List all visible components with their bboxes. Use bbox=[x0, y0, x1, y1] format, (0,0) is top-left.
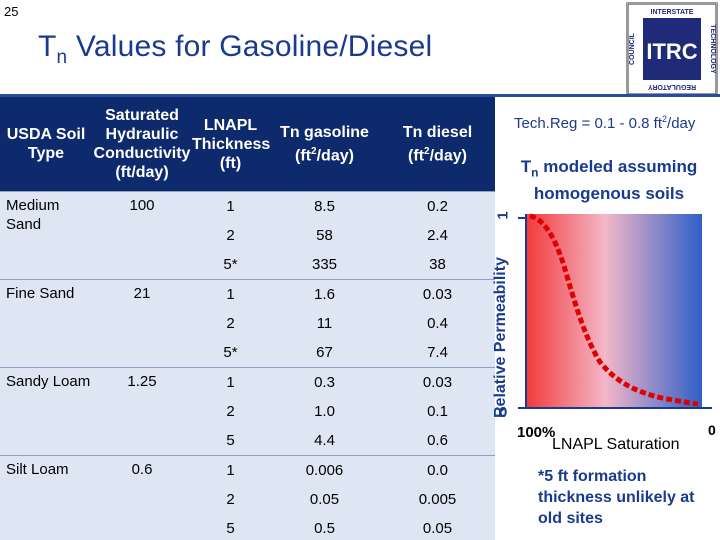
soil-type-cell: Silt Loam bbox=[0, 455, 92, 540]
table-row: Medium Sand 100 1 8.5 0.2 bbox=[0, 191, 495, 280]
tn-gasoline-cell: 1.6 bbox=[269, 279, 380, 309]
header-soil-type: USDA Soil Type bbox=[0, 97, 92, 192]
thickness-cell: 5* bbox=[223, 344, 238, 361]
conductivity-cell: 1.25 bbox=[92, 367, 192, 456]
conductivity-cell: 100 bbox=[92, 191, 192, 280]
relative-permeability-curve bbox=[529, 213, 699, 407]
thickness-cell: 1 bbox=[192, 455, 269, 485]
tn-gasoline-cell: 0.006 bbox=[269, 455, 380, 485]
page-title: Tn Values for Gasoline/Diesel bbox=[38, 30, 433, 68]
slide-number: 25 bbox=[4, 4, 19, 19]
tn-diesel-cell: 2.4 bbox=[427, 227, 448, 244]
svg-text:TECHNOLOGY: TECHNOLOGY bbox=[709, 24, 716, 74]
tn-gasoline-cell: 58 bbox=[316, 227, 333, 244]
tn-gasoline-cell: 335 bbox=[311, 256, 338, 273]
thickness-cell: 2 bbox=[226, 315, 235, 332]
soil-type-cell: Medium Sand bbox=[0, 191, 92, 280]
table-row: Sandy Loam 1.25 1 0.3 0.03 bbox=[0, 367, 495, 456]
relative-permeability-diagram bbox=[518, 213, 712, 409]
thickness-cell: 5 bbox=[226, 520, 235, 537]
tn-gasoline-cell: 0.05 bbox=[309, 491, 340, 508]
conductivity-cell: 21 bbox=[92, 279, 192, 368]
tn-diesel-cell: 0.03 bbox=[380, 367, 495, 397]
header-thickness: LNAPL Thickness (ft) bbox=[192, 97, 270, 192]
thickness-cell: 2 bbox=[226, 403, 235, 420]
tn-diesel-cell: 0.1 bbox=[427, 403, 448, 420]
x-axis-right-label: 0 bbox=[708, 422, 716, 438]
tn-diesel-cell: 38 bbox=[429, 256, 446, 273]
tn-diesel-cell: 0.4 bbox=[427, 315, 448, 332]
svg-text:REGULATORY: REGULATORY bbox=[648, 83, 696, 90]
svg-text:COUNCIL: COUNCIL bbox=[629, 32, 636, 65]
table-row: Fine Sand 21 1 1.6 0.03 bbox=[0, 279, 495, 368]
tn-gasoline-cell: 0.3 bbox=[269, 367, 380, 397]
saturation-gradient-area bbox=[526, 214, 702, 408]
table-row: 2 0.05 0.005 bbox=[0, 485, 495, 514]
svg-text:INTERSTATE: INTERSTATE bbox=[651, 9, 694, 16]
soil-type-cell: Sandy Loam bbox=[0, 367, 92, 456]
conductivity-cell: 0.6 bbox=[92, 455, 192, 540]
table-row: 5 4.4 0.6 bbox=[0, 426, 495, 456]
soil-type-cell: Fine Sand bbox=[0, 279, 92, 368]
thickness-cell: 2 bbox=[226, 227, 235, 244]
y-axis-max-label: 1 bbox=[494, 211, 512, 220]
tn-gasoline-cell: 8.5 bbox=[269, 191, 380, 221]
thickness-cell: 5 bbox=[226, 432, 235, 449]
tn-diesel-cell: 0.6 bbox=[427, 432, 448, 449]
table-header-row: USDA Soil Type Saturated Hydraulic Condu… bbox=[0, 97, 495, 192]
x-axis-label: LNAPL Saturation bbox=[552, 436, 680, 453]
y-axis-label: Relative Permeability bbox=[492, 257, 509, 418]
tn-diesel-cell: 0.005 bbox=[418, 491, 457, 508]
footnote: *5 ft formation thickness unlikely at ol… bbox=[538, 468, 695, 527]
table-row: 5* 335 38 bbox=[0, 250, 495, 280]
table-row: 2 11 0.4 bbox=[0, 309, 495, 338]
itrc-logo: ITRC INTERSTATE REGULATORY TECHNOLOGY CO… bbox=[626, 2, 718, 96]
x-axis-left-label: 100% bbox=[517, 424, 556, 441]
header-conductivity: Saturated Hydraulic Conductivity (ft/day… bbox=[92, 97, 192, 192]
tn-gasoline-cell: 0.5 bbox=[314, 520, 335, 537]
thickness-cell: 5* bbox=[223, 256, 238, 273]
header-tn-diesel: Tn diesel (ft2/day) bbox=[380, 97, 495, 192]
thickness-cell: 1 bbox=[192, 279, 269, 309]
header-tn-gasoline: Tn gasoline (ft2/day) bbox=[269, 97, 380, 192]
tn-diesel-cell: 0.2 bbox=[380, 191, 495, 221]
techreg-range: Tech.Reg = 0.1 - 0.8 ft2/day bbox=[514, 114, 696, 132]
table-row: 5 0.5 0.05 bbox=[0, 514, 495, 540]
table-row: 5* 67 7.4 bbox=[0, 338, 495, 368]
tn-diesel-cell: 0.0 bbox=[380, 455, 495, 485]
tn-gasoline-cell: 11 bbox=[316, 315, 333, 332]
tn-values-table: USDA Soil Type Saturated Hydraulic Condu… bbox=[0, 97, 495, 540]
model-assumption-note: Tn modeled assuming homogenous soils bbox=[520, 157, 698, 204]
tn-table-panel: USDA Soil Type Saturated Hydraulic Condu… bbox=[0, 97, 495, 540]
tn-gasoline-cell: 1.0 bbox=[314, 403, 335, 420]
svg-text:ITRC: ITRC bbox=[646, 39, 697, 64]
y-axis-min-label: 0 bbox=[499, 404, 508, 421]
tn-diesel-cell: 0.05 bbox=[422, 520, 453, 537]
thickness-cell: 1 bbox=[192, 367, 269, 397]
table-row: 2 58 2.4 bbox=[0, 221, 495, 250]
thickness-cell: 1 bbox=[192, 191, 269, 221]
thickness-cell: 2 bbox=[226, 491, 235, 508]
tn-gasoline-cell: 67 bbox=[316, 344, 333, 361]
table-row: 2 1.0 0.1 bbox=[0, 397, 495, 426]
tn-diesel-cell: 0.03 bbox=[380, 279, 495, 309]
table-row: Silt Loam 0.6 1 0.006 0.0 bbox=[0, 455, 495, 540]
tn-gasoline-cell: 4.4 bbox=[314, 432, 335, 449]
tn-diesel-cell: 7.4 bbox=[427, 344, 448, 361]
title-divider bbox=[0, 94, 720, 97]
